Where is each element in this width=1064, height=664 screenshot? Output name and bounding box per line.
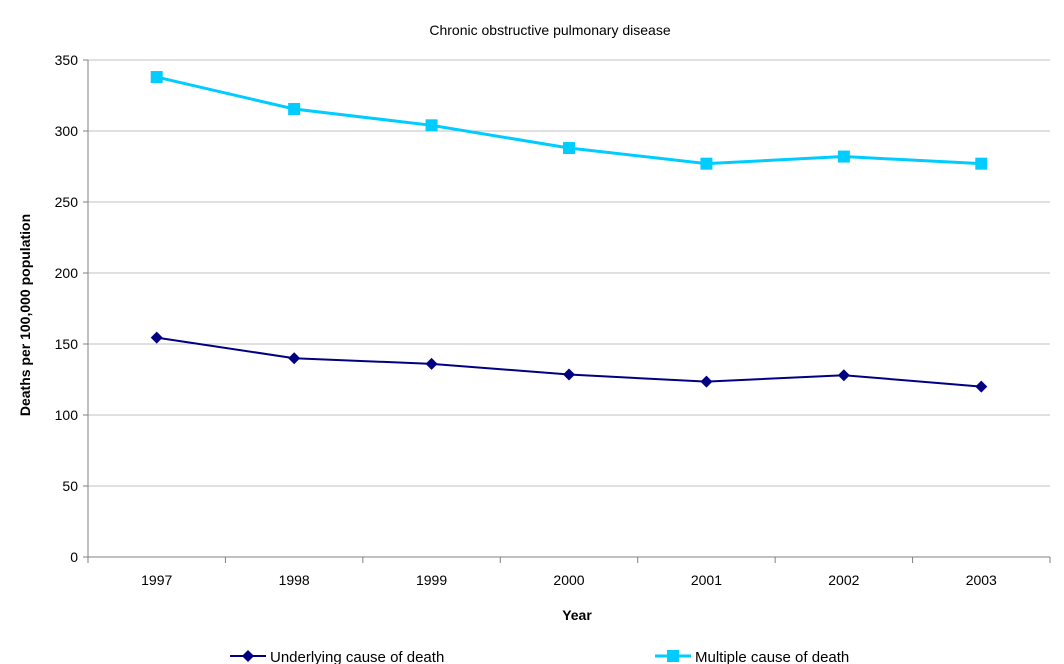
y-axis-label: Deaths per 100,000 population — [17, 214, 33, 416]
series-underlying-cause — [150, 331, 988, 393]
data-point — [700, 375, 713, 388]
legend-marker — [242, 650, 254, 662]
x-axis-label: Year — [562, 607, 592, 623]
axes — [87, 60, 1050, 558]
y-tick-label: 50 — [62, 478, 78, 494]
x-tick-label: 2002 — [828, 572, 859, 588]
y-tick-label: 100 — [55, 407, 79, 423]
y-tick-label: 350 — [55, 52, 79, 68]
series-layer — [150, 71, 988, 393]
y-axis-ticks: 0 50 100 150 200 250 300 350 — [55, 52, 88, 565]
y-tick-label: 300 — [55, 123, 79, 139]
data-point — [425, 357, 438, 370]
data-point — [975, 157, 988, 170]
x-axis-ticks: 1997 1998 1999 2000 2001 2002 2003 — [87, 557, 1051, 588]
data-point — [288, 102, 301, 115]
data-point — [150, 331, 163, 344]
data-point — [700, 157, 713, 170]
data-point — [150, 71, 163, 84]
data-point — [563, 142, 575, 155]
data-point — [288, 352, 301, 365]
gridlines — [88, 59, 1050, 487]
y-tick-label: 150 — [55, 336, 79, 352]
x-tick-label: 1998 — [279, 572, 310, 588]
data-point — [975, 380, 988, 393]
x-tick-label: 2001 — [691, 572, 722, 588]
x-tick-label: 1997 — [141, 572, 172, 588]
x-tick-label: 2000 — [553, 572, 584, 588]
data-point — [425, 119, 438, 132]
data-point — [837, 369, 850, 382]
legend-label: Multiple cause of death — [695, 649, 849, 664]
y-tick-label: 0 — [70, 549, 78, 565]
legend-item: Multiple cause of death — [655, 649, 849, 664]
x-tick-label: 1999 — [416, 572, 447, 588]
data-point — [563, 368, 575, 381]
legend-label: Underlying cause of death — [270, 649, 444, 664]
y-tick-label: 200 — [55, 265, 79, 281]
data-point — [837, 150, 850, 163]
legend-item: Underlying cause of death — [230, 649, 444, 664]
x-tick-label: 2003 — [966, 572, 997, 588]
y-tick-label: 250 — [55, 194, 79, 210]
series-multiple-cause — [150, 71, 988, 170]
chart-title: Chronic obstructive pulmonary disease — [429, 22, 670, 38]
legend-marker — [667, 650, 679, 662]
legend: Underlying cause of death Multiple cause … — [230, 649, 849, 664]
